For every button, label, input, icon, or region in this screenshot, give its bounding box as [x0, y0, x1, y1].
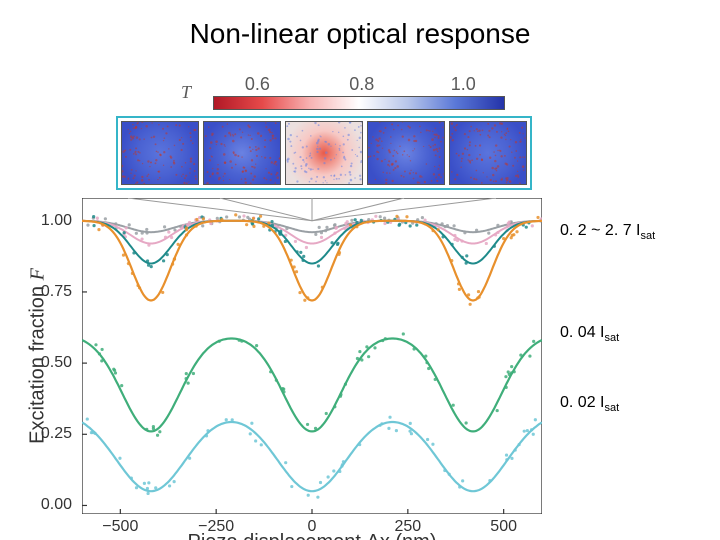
x-tick-label: −500 [102, 518, 138, 536]
colorbar-param: T [181, 82, 191, 103]
colorbar-tick: 0.8 [349, 74, 374, 95]
y-tick-label: 0.00 [41, 496, 72, 514]
curve-annotation: 0. 02 Isat [560, 394, 619, 414]
thumbnail [203, 121, 281, 185]
thumbnail-row [116, 116, 532, 190]
thumbnail [449, 121, 527, 185]
colorbar-bar [213, 96, 505, 110]
y-tick-label: 1.00 [41, 212, 72, 230]
thumbnail [285, 121, 363, 185]
y-tick-label: 0.25 [41, 425, 72, 443]
x-tick-label: −250 [198, 518, 234, 536]
thumbnail [121, 121, 199, 185]
x-tick-label: 0 [308, 518, 317, 536]
chart: Excitation fraction F Piezo displacement… [82, 198, 542, 514]
colorbar-tick: 0.6 [245, 74, 270, 95]
y-tick-label: 0.50 [41, 354, 72, 372]
chart-svg [82, 198, 542, 514]
colorbar: T 0.60.81.0 [213, 78, 503, 108]
thumbnail [367, 121, 445, 185]
curve-annotation: 0. 04 Isat [560, 324, 619, 344]
curve-annotation: 0. 2 ~ 2. 7 Isat [560, 222, 655, 242]
colorbar-tick: 1.0 [451, 74, 476, 95]
y-tick-label: 0.75 [41, 283, 72, 301]
page-title: Non-linear optical response [0, 18, 720, 50]
x-tick-label: 500 [490, 518, 517, 536]
x-tick-label: 250 [394, 518, 421, 536]
